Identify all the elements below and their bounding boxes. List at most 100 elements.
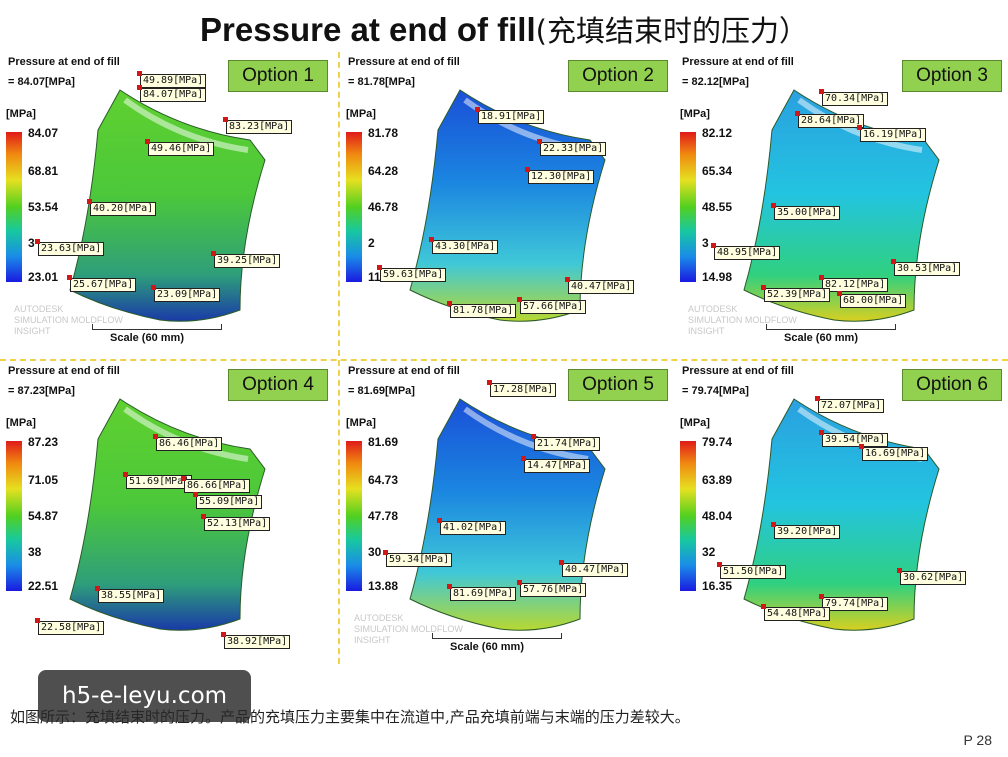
pressure-callout: 52.39[MPa] xyxy=(760,285,831,302)
software-watermark: INSIGHT xyxy=(354,635,391,645)
scale-label: Scale (60 mm) xyxy=(110,332,184,344)
pressure-callout: 49.46[MPa] xyxy=(144,139,215,156)
scale-bar xyxy=(432,633,562,639)
pressure-callout: 48.95[MPa] xyxy=(710,243,781,260)
pressure-callout: 30.62[MPa] xyxy=(896,568,967,585)
option-panel-6: Pressure at end of fill = 79.74[MPa] [MPa]… xyxy=(674,361,1008,667)
pressure-callout: 59.63[MPa] xyxy=(376,265,447,282)
pressure-callout: 28.64[MPa] xyxy=(794,111,865,128)
panel-title: Pressure at end of fill xyxy=(348,365,460,377)
legend-tick-label: 65.34 xyxy=(702,164,733,178)
pressure-callout: 35.00[MPa] xyxy=(770,203,841,220)
pressure-callout: 51.69[MPa] xyxy=(122,472,193,489)
legend-tick-label: 81.78 xyxy=(368,126,399,140)
pressure-callout: 16.19[MPa] xyxy=(856,125,927,142)
slide-title-cn: (充填结束时的压力） xyxy=(535,14,808,48)
option-label: Option 1 xyxy=(228,60,328,92)
legend-tick-label: 38 xyxy=(28,545,42,559)
pressure-callout: 52.13[MPa] xyxy=(200,514,271,531)
legend-tick-label: 3 xyxy=(28,236,35,250)
legend-tick-label: 71.05 xyxy=(28,473,59,487)
legend-unit: [MPa] xyxy=(346,417,376,429)
max-pressure-value: = 84.07[MPa] xyxy=(8,76,75,88)
max-pressure-value: = 79.74[MPa] xyxy=(682,385,749,397)
pressure-callout: 22.58[MPa] xyxy=(34,618,105,635)
panel-title: Pressure at end of fill xyxy=(682,56,794,68)
legend-unit: [MPa] xyxy=(680,417,710,429)
pressure-callout: 22.33[MPa] xyxy=(536,139,607,156)
legend-tick-label: 30 xyxy=(368,545,382,559)
legend-tick-label: 54.87 xyxy=(28,509,59,523)
legend-tick-label: 82.12 xyxy=(702,126,733,140)
slide-title-en: Pressure at end of fill xyxy=(200,11,536,48)
pressure-callout: 40.20[MPa] xyxy=(86,199,157,216)
scale-label: Scale (60 mm) xyxy=(784,332,858,344)
pressure-callout: 79.74[MPa] xyxy=(818,594,889,611)
legend-tick-label: 46.78 xyxy=(368,200,399,214)
max-pressure-value: = 87.23[MPa] xyxy=(8,385,75,397)
pressure-callout: 38.55[MPa] xyxy=(94,586,165,603)
legend-unit: [MPa] xyxy=(6,417,36,429)
option-label: Option 3 xyxy=(902,60,1002,92)
legend-tick-label: 22.51 xyxy=(28,579,59,593)
pressure-callout: 40.47[MPa] xyxy=(564,277,635,294)
pressure-callout: 30.53[MPa] xyxy=(890,259,961,276)
legend-tick-label: 16.35 xyxy=(702,579,733,593)
software-watermark: SIMULATION MOLDFLOW xyxy=(354,624,463,634)
legend-tick-label: 84.07 xyxy=(28,126,59,140)
pressure-callout: 49.89[MPa] xyxy=(136,71,207,88)
pressure-callout: 18.91[MPa] xyxy=(474,107,545,124)
legend-tick-label: 13.88 xyxy=(368,579,399,593)
pressure-callout: 17.28[MPa] xyxy=(486,380,557,397)
pressure-callout: 23.09[MPa] xyxy=(150,285,221,302)
pressure-callout: 55.09[MPa] xyxy=(192,492,263,509)
option-label: Option 5 xyxy=(568,369,668,401)
legend-tick-label: 48.04 xyxy=(702,509,733,523)
legend-tick-label: 48.55 xyxy=(702,200,733,214)
pressure-callout: 82.12[MPa] xyxy=(818,275,889,292)
brand-watermark: h5-e-leyu.com xyxy=(38,670,251,722)
option-panel-3: Pressure at end of fill = 82.12[MPa] [MPa]… xyxy=(674,52,1008,358)
pressure-callout: 84.07[MPa] xyxy=(136,85,207,102)
pressure-callout: 81.78[MPa] xyxy=(446,301,517,318)
panel-title: Pressure at end of fill xyxy=(8,365,120,377)
pressure-callout: 39.25[MPa] xyxy=(210,251,281,268)
panel-title: Pressure at end of fill xyxy=(8,56,120,68)
pressure-callout: 12.30[MPa] xyxy=(524,167,595,184)
pressure-callout: 51.50[MPa] xyxy=(716,562,787,579)
legend-unit: [MPa] xyxy=(6,108,36,120)
scale-bar xyxy=(92,324,222,330)
legend-tick-label: 32 xyxy=(702,545,716,559)
legend-tick-label: 2 xyxy=(368,236,375,250)
legend-tick-label: 68.81 xyxy=(28,164,59,178)
page-number: P 28 xyxy=(963,732,992,748)
pressure-callout: 14.47[MPa] xyxy=(520,456,591,473)
legend-tick-label: 63.89 xyxy=(702,473,733,487)
column-divider xyxy=(338,52,340,664)
options-grid: Pressure at end of fill = 84.07[MPa] [MPa]… xyxy=(0,52,1008,667)
legend-tick-label: 79.74 xyxy=(702,435,733,449)
legend-tick-label: 47.78 xyxy=(368,509,399,523)
pressure-callout: 57.66[MPa] xyxy=(516,297,587,314)
color-legend-bar xyxy=(680,132,696,282)
software-watermark: AUTODESK xyxy=(354,613,404,623)
scale-bar xyxy=(766,324,896,330)
slide-title: Pressure at end of fill(充填结束时的压力） xyxy=(0,8,1008,50)
pressure-callout: 86.46[MPa] xyxy=(152,434,223,451)
option-label: Option 6 xyxy=(902,369,1002,401)
pressure-callout: 21.74[MPa] xyxy=(530,434,601,451)
pressure-callout: 81.69[MPa] xyxy=(446,584,517,601)
row-divider xyxy=(0,359,1008,361)
color-legend-bar xyxy=(680,441,696,591)
legend-tick-label: 81.69 xyxy=(368,435,399,449)
column-divider xyxy=(672,52,674,664)
pressure-callout: 25.67[MPa] xyxy=(66,275,137,292)
legend-tick-label: 64.28 xyxy=(368,164,399,178)
scale-label: Scale (60 mm) xyxy=(450,641,524,653)
option-panel-1: Pressure at end of fill = 84.07[MPa] [MPa]… xyxy=(0,52,336,358)
max-pressure-value: = 81.78[MPa] xyxy=(348,76,415,88)
pressure-callout: 41.02[MPa] xyxy=(436,518,507,535)
legend-tick-label: 14.98 xyxy=(702,270,733,284)
pressure-callout: 59.34[MPa] xyxy=(382,550,453,567)
part-rib xyxy=(797,97,923,153)
